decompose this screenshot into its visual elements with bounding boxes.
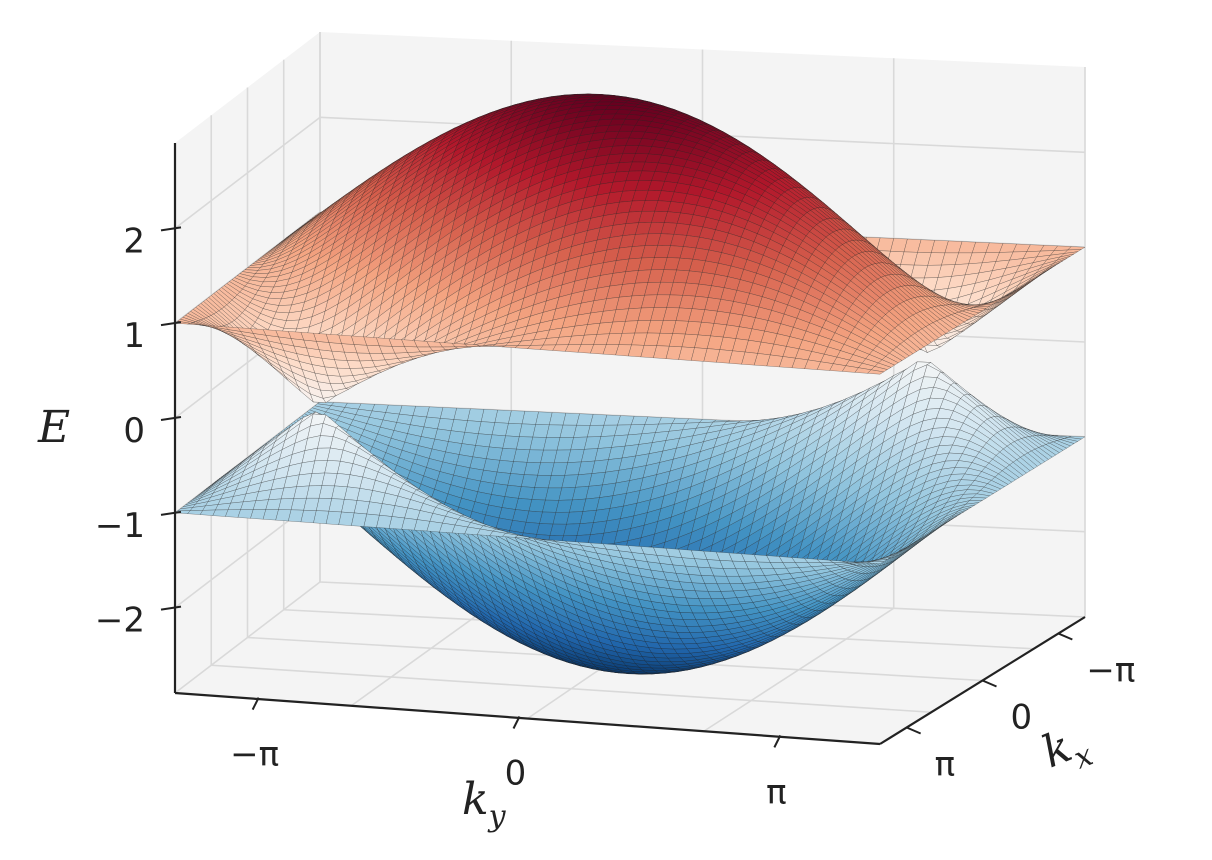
upper-band-cell [608,101,626,106]
left-grid-z [174,116,321,229]
upper-band-cell [631,125,649,133]
floor-grid-y [211,664,932,714]
surface-mesh [174,93,1086,675]
upper-band-cell [621,118,639,126]
upper-band-cell [615,109,633,115]
